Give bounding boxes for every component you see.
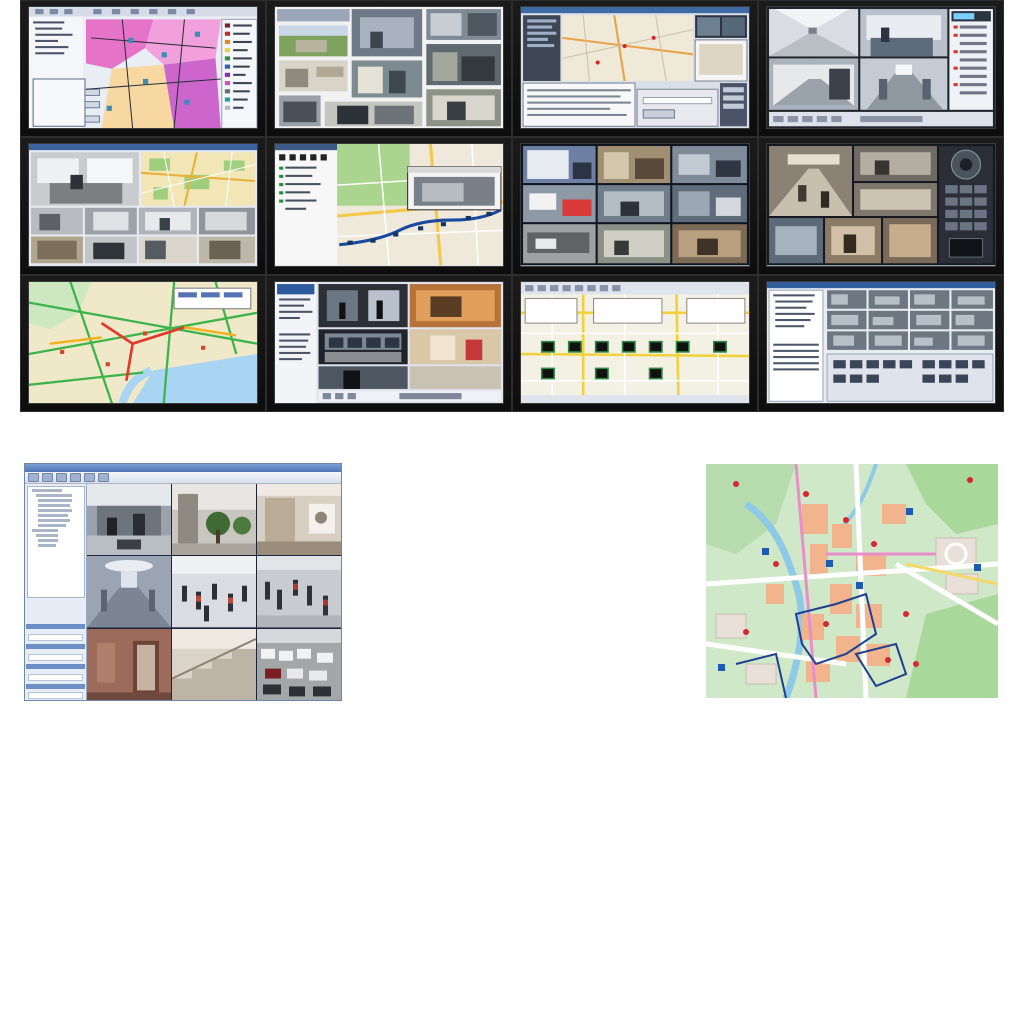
toolbar-button-3[interactable]: [56, 473, 67, 482]
screen-map-with-camera-icons[interactable]: [521, 281, 749, 403]
video-wall: [20, 0, 1004, 412]
campus-map[interactable]: [706, 464, 998, 698]
wall-monitor-r2c1: [20, 137, 266, 275]
camera-tile-2[interactable]: [172, 484, 256, 556]
wall-monitor-r1c1: [20, 0, 266, 138]
screen-camera-collage[interactable]: [275, 7, 503, 129]
wall-monitor-r3c3: [512, 274, 758, 412]
sidebar-panel-header-3[interactable]: [26, 664, 85, 669]
camera-grid: [87, 484, 341, 700]
wall-monitor-r1c3: [512, 0, 758, 138]
wall-monitor-r2c2: [266, 137, 512, 275]
screen-camera-grid[interactable]: [521, 144, 749, 266]
wall-monitor-r3c4: [758, 274, 1004, 412]
camera-tile-8[interactable]: [172, 628, 256, 700]
screen-traffic-map[interactable]: [29, 281, 257, 403]
wall-monitor-r1c4: [758, 0, 1004, 138]
camera-viewer-window: [24, 463, 342, 701]
camera-tile-4[interactable]: [87, 556, 171, 628]
wall-monitor-r2c3: [512, 137, 758, 275]
screen-control-room-cameras[interactable]: [275, 281, 503, 403]
wall-monitor-r3c2: [266, 274, 512, 412]
viewer-title-bar[interactable]: [25, 464, 341, 472]
toolbar-button-2[interactable]: [42, 473, 53, 482]
toolbar-button-4[interactable]: [70, 473, 81, 482]
wall-monitor-r3c1: [20, 274, 266, 412]
camera-tile-7[interactable]: [87, 628, 171, 700]
viewer-toolbar: [25, 472, 341, 484]
camera-tile-5[interactable]: [172, 556, 256, 628]
sidebar-panel-header-2[interactable]: [26, 644, 85, 649]
wall-monitor-r2c4: [758, 137, 1004, 275]
camera-tree[interactable]: [27, 486, 85, 598]
screen-street-map-dispatch[interactable]: [521, 7, 749, 129]
wall-monitor-r1c2: [266, 0, 512, 138]
toolbar-button-1[interactable]: [28, 473, 39, 482]
toolbar-button-5[interactable]: [84, 473, 95, 482]
camera-tile-9[interactable]: [257, 628, 341, 700]
sidebar-panel-header-4[interactable]: [26, 684, 85, 689]
camera-tile-1[interactable]: [87, 484, 171, 556]
sidebar-panel-header-1[interactable]: [26, 624, 85, 629]
camera-tile-3[interactable]: [257, 484, 341, 556]
sidebar-dropdown-4[interactable]: [28, 692, 83, 699]
screen-camera-manager-grid[interactable]: [767, 281, 995, 403]
screen-route-map[interactable]: [275, 144, 503, 266]
sidebar-dropdown-2[interactable]: [28, 654, 83, 661]
screen-gis-zone-map[interactable]: [29, 7, 257, 129]
screen-corridor-cameras[interactable]: [767, 7, 995, 129]
screen-office-cameras-with-map[interactable]: [29, 144, 257, 266]
sidebar-dropdown-3[interactable]: [28, 674, 83, 681]
video-wall-grid: [20, 0, 1004, 412]
toolbar-button-6[interactable]: [98, 473, 109, 482]
sidebar-dropdown-1[interactable]: [28, 634, 83, 641]
screen-mall-cameras-ptz[interactable]: [767, 144, 995, 266]
camera-tile-6[interactable]: [257, 556, 341, 628]
viewer-sidebar: [25, 484, 87, 700]
